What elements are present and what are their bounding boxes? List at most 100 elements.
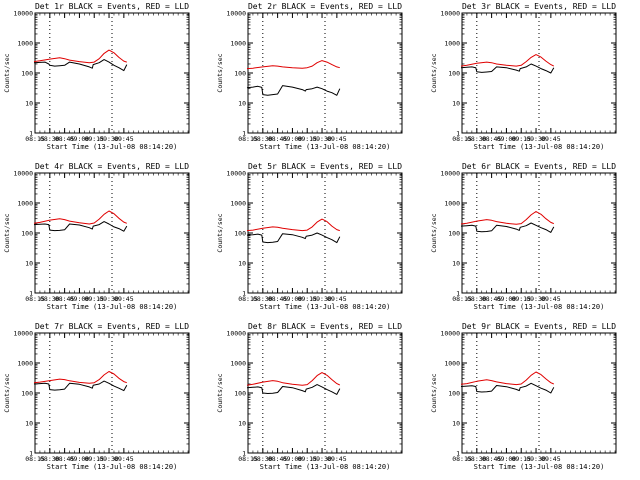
panel-6: Det 6r BLACK = Events, RED = LLD 1 10 100 10… (430, 162, 617, 311)
x-tick-label: 08:45 (55, 135, 75, 143)
y-axis-label: Counts/sec (430, 213, 438, 252)
x-tick-label: 08:15 (25, 135, 45, 143)
panel-3: Det 3r BLACK = Events, RED = LLD 1 10 100 10… (430, 2, 617, 151)
x-tick-label: 08:30 (40, 295, 60, 303)
x-tick-label: 09:15 (84, 295, 104, 303)
x-tick-label: 08:45 (268, 135, 288, 143)
x-axis-label: Start Time (13-Jul-08 08:14:20) (260, 303, 391, 311)
series-line-lld (246, 372, 341, 386)
y-tick-label: 10 (238, 100, 246, 108)
x-axis-label: Start Time (13-Jul-08 08:14:20) (474, 143, 605, 151)
series-line-lld (33, 371, 127, 384)
y-tick-label: 1000 (230, 360, 246, 368)
y-tick-label: 100 (448, 230, 460, 238)
x-tick-label: 09:45 (114, 295, 134, 303)
y-tick-label: 10 (25, 100, 33, 108)
x-tick-label: 08:30 (467, 135, 487, 143)
panel-title: Det 1r BLACK = Events, RED = LLD (35, 2, 189, 11)
x-tick-label: 08:45 (268, 295, 288, 303)
x-tick-label: 08:15 (238, 295, 258, 303)
panel-title: Det 2r BLACK = Events, RED = LLD (248, 2, 402, 11)
series-line-events (33, 380, 128, 392)
y-tick-label: 10000 (440, 170, 460, 178)
x-axis-label: Start Time (13-Jul-08 08:14:20) (474, 463, 605, 471)
x-tick-label: 09:45 (114, 135, 134, 143)
x-tick-label: 09:00 (283, 455, 303, 463)
x-tick-label: 08:30 (467, 455, 487, 463)
y-axis-label: Counts/sec (216, 53, 224, 92)
panel-title: Det 9r BLACK = Events, RED = LLD (462, 322, 616, 331)
x-tick-label: 09:30 (312, 455, 332, 463)
x-tick-label: 09:30 (99, 455, 119, 463)
x-tick-label: 09:45 (541, 455, 561, 463)
x-tick-label: 09:45 (114, 455, 134, 463)
x-tick-label: 09:15 (511, 295, 531, 303)
y-tick-label: 100 (21, 230, 33, 238)
x-tick-label: 08:45 (482, 295, 502, 303)
y-tick-label: 1 (29, 450, 33, 458)
x-tick-label: 08:15 (452, 455, 472, 463)
panel-title: Det 4r BLACK = Events, RED = LLD (35, 162, 189, 171)
x-axis-label: Start Time (13-Jul-08 08:14:20) (47, 303, 178, 311)
y-axis-label: Counts/sec (3, 373, 11, 412)
series-line-events (246, 232, 341, 244)
y-tick-label: 1000 (444, 360, 460, 368)
panel-1: Det 1r BLACK = Events, RED = LLD 1 10 100 10… (3, 2, 190, 151)
x-tick-label: 09:45 (327, 295, 347, 303)
x-tick-label: 09:15 (511, 135, 531, 143)
x-tick-label: 09:30 (312, 295, 332, 303)
series-line-lld (246, 60, 340, 70)
panel-4: Det 4r BLACK = Events, RED = LLD 1 10 100 10… (3, 162, 190, 311)
series-line-events (246, 384, 341, 395)
panel-9: Det 9r BLACK = Events, RED = LLD 1 10 100 10… (430, 322, 617, 471)
x-tick-label: 09:15 (297, 455, 317, 463)
y-tick-label: 100 (234, 70, 246, 78)
panel-title: Det 5r BLACK = Events, RED = LLD (248, 162, 402, 171)
y-axis-label: Counts/sec (216, 213, 224, 252)
panel-title: Det 8r BLACK = Events, RED = LLD (248, 322, 402, 331)
x-tick-label: 08:15 (238, 135, 258, 143)
y-tick-label: 1000 (17, 200, 33, 208)
x-tick-label: 09:30 (526, 295, 546, 303)
x-tick-label: 08:15 (452, 295, 472, 303)
x-tick-label: 09:30 (99, 135, 119, 143)
x-tick-label: 09:00 (497, 295, 517, 303)
x-tick-label: 09:15 (297, 295, 317, 303)
y-tick-label: 10 (238, 260, 246, 268)
panel-5: Det 5r BLACK = Events, RED = LLD 1 10 100 10… (216, 162, 403, 311)
x-tick-label: 08:15 (238, 455, 258, 463)
x-axis-label: Start Time (13-Jul-08 08:14:20) (47, 463, 178, 471)
y-tick-label: 1000 (17, 360, 33, 368)
x-axis-label: Start Time (13-Jul-08 08:14:20) (260, 463, 391, 471)
x-tick-label: 08:45 (482, 135, 502, 143)
y-tick-label: 10000 (226, 330, 246, 338)
y-tick-label: 1 (29, 290, 33, 298)
y-tick-label: 1000 (230, 200, 246, 208)
x-tick-label: 09:45 (541, 295, 561, 303)
y-tick-label: 10000 (13, 10, 33, 18)
y-tick-label: 10000 (13, 170, 33, 178)
y-axis-label: Counts/sec (430, 53, 438, 92)
y-tick-label: 10000 (13, 330, 33, 338)
x-tick-label: 09:00 (497, 455, 517, 463)
x-axis-label: Start Time (13-Jul-08 08:14:20) (260, 143, 391, 151)
y-tick-label: 10000 (440, 10, 460, 18)
x-axis-label: Start Time (13-Jul-08 08:14:20) (47, 143, 178, 151)
x-tick-label: 09:45 (541, 135, 561, 143)
y-tick-label: 100 (234, 230, 246, 238)
x-tick-label: 08:15 (25, 455, 45, 463)
y-tick-label: 1 (456, 450, 460, 458)
panel-2: Det 2r BLACK = Events, RED = LLD 1 10 100 10… (216, 2, 403, 151)
x-tick-label: 09:00 (70, 295, 90, 303)
y-tick-label: 10000 (226, 10, 246, 18)
series-line-events (460, 63, 555, 74)
x-tick-label: 09:00 (497, 135, 517, 143)
panel-title: Det 6r BLACK = Events, RED = LLD (462, 162, 616, 171)
y-axis-label: Counts/sec (3, 213, 11, 252)
x-axis-label: Start Time (13-Jul-08 08:14:20) (474, 303, 605, 311)
x-tick-label: 09:00 (70, 135, 90, 143)
panel-title: Det 3r BLACK = Events, RED = LLD (462, 2, 616, 11)
y-tick-label: 1000 (444, 200, 460, 208)
x-tick-label: 08:30 (253, 455, 273, 463)
x-tick-label: 08:45 (268, 455, 288, 463)
